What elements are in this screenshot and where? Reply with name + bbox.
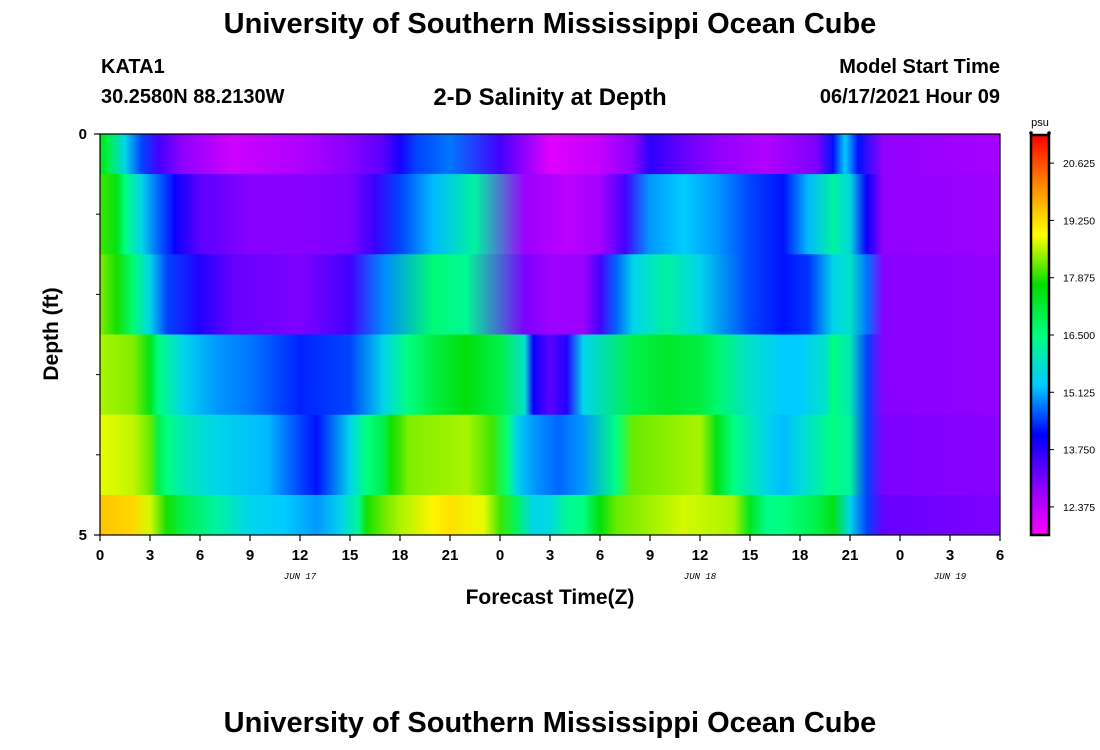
depth-layer-5 (100, 494, 1000, 536)
y-axis-label: Depth (ft) (40, 287, 63, 380)
x-tick-label: 6 (596, 547, 604, 564)
colorbar: psu 20.625 19.250 17.875 16.500 15.125 13.750 1… (1029, 117, 1095, 537)
colorbar-tick-label: 15.125 (1063, 387, 1095, 399)
heatmap-layers (100, 134, 1000, 536)
x-axis: 0 3 6 9 12 15 18 21 0 3 6 9 12 15 18 21 0 3 6 JUN 17 JUN 18 J… (96, 535, 1004, 582)
depth-layer-4 (100, 414, 1000, 496)
x-tick-label: 18 (792, 547, 809, 564)
colorbar-tick-label: 20.625 (1063, 158, 1095, 170)
x-tick-label: 6 (196, 547, 204, 564)
colorbar-tick-label: 19.250 (1063, 215, 1095, 227)
model-start-label: Model Start Time (839, 56, 1000, 78)
x-tick-label: 12 (692, 547, 709, 564)
y-tick-label: 5 (79, 527, 87, 544)
x-tick-label: 15 (342, 547, 359, 564)
x-tick-label: 0 (896, 547, 904, 564)
station-id: KATA1 (101, 56, 165, 78)
colorbar-tick-label: 17.875 (1063, 273, 1095, 285)
x-tick-label: 21 (842, 547, 859, 564)
colorbar-marker (1047, 131, 1051, 135)
colorbar-scale (1029, 133, 1051, 537)
depth-layer-1 (100, 174, 1000, 255)
page-title: University of Southern Mississippi Ocean… (223, 8, 877, 40)
x-axis-label: Forecast Time(Z) (466, 586, 635, 609)
station-coordinates: 30.2580N 88.2130W (101, 86, 285, 108)
x-tick-label: 0 (96, 547, 104, 564)
x-tick-label: 21 (442, 547, 459, 564)
model-start-value: 06/17/2021 Hour 09 (819, 86, 1000, 108)
date-label: JUN 19 (934, 572, 967, 582)
colorbar-marker (1029, 131, 1033, 135)
x-tick-label: 3 (946, 547, 954, 564)
x-tick-label: 6 (996, 547, 1004, 564)
y-tick-label: 0 (79, 126, 87, 143)
x-tick-label: 12 (292, 547, 309, 564)
date-label: JUN 18 (684, 572, 717, 582)
colorbar-tick-label: 12.375 (1063, 502, 1095, 514)
depth-layer-2 (100, 254, 1000, 335)
y-axis: 05 (79, 126, 100, 544)
x-tick-label: 3 (546, 547, 554, 564)
x-tick-label: 18 (392, 547, 409, 564)
footer-title: University of Southern Mississippi Ocean… (223, 707, 877, 739)
depth-layer-0 (100, 134, 1000, 175)
date-label: JUN 17 (284, 572, 317, 582)
x-tick-label: 9 (646, 547, 654, 564)
depth-layer-3 (100, 334, 1000, 416)
x-tick-label: 9 (246, 547, 254, 564)
colorbar-unit: psu (1031, 117, 1049, 129)
colorbar-tick-label: 16.500 (1063, 330, 1095, 342)
x-tick-label: 0 (496, 547, 504, 564)
x-tick-label: 3 (146, 547, 154, 564)
colorbar-tick-label: 13.750 (1063, 445, 1095, 457)
x-tick-label: 15 (742, 547, 759, 564)
chart-title: 2-D Salinity at Depth (433, 84, 667, 111)
